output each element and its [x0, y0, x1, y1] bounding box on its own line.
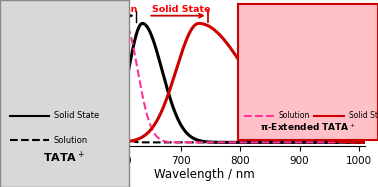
Text: Solid State: Solid State: [349, 111, 378, 120]
Text: Solution: Solution: [93, 5, 138, 14]
Text: Solution: Solution: [279, 111, 310, 120]
Y-axis label: Normalized FL Int.: Normalized FL Int.: [6, 31, 15, 120]
X-axis label: Wavelength / nm: Wavelength / nm: [154, 168, 255, 181]
Text: Solid State: Solid State: [54, 111, 99, 120]
Text: Solid State: Solid State: [152, 5, 210, 14]
Text: TATA$^+$: TATA$^+$: [43, 149, 85, 165]
Text: Solution: Solution: [54, 136, 88, 145]
Text: π-Extended TATA$^+$: π-Extended TATA$^+$: [260, 122, 356, 134]
